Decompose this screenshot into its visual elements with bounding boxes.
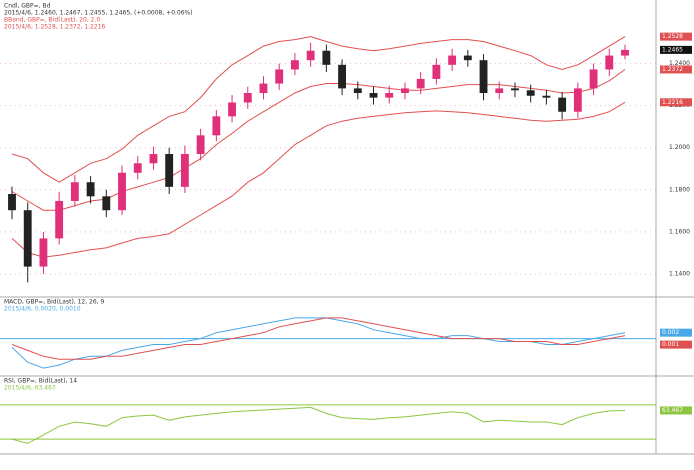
band-line [11,101,626,258]
value-tag-box [660,32,692,41]
value-tag: 63.467 [662,407,683,414]
candle-body [149,154,158,164]
candle-body [432,64,441,79]
candle-body [259,83,268,94]
candle-body [180,154,189,187]
candle-body [23,210,32,267]
y-tick-label: 1.1400 [669,270,690,277]
value-tag-box [660,45,692,54]
candle-body [558,97,567,112]
value-tag-box [660,340,692,349]
y-tick-label: 1.1800 [669,186,690,193]
value-tag: 1.2528 [662,33,683,40]
candle-body [353,88,362,94]
value-tag: 0.002 [662,329,679,336]
candle-body [401,88,409,94]
candle-body [463,55,472,61]
candle-body [526,90,535,96]
candle-body [322,50,331,65]
value-tag: 0.001 [662,341,679,348]
candle-body [573,88,582,112]
candle-body [212,116,221,136]
candle-body [70,182,79,201]
candle-body [448,55,457,65]
candle-body [542,95,551,98]
series-line [11,406,626,444]
value-tag: 1.2372 [662,66,683,73]
candle-body [495,88,504,94]
band-line [11,69,626,211]
series-line [11,317,626,360]
value-tag-box [660,406,692,415]
chart-subtitle: 2015/4/6, 1.2460, 1.2467, 1.2455, 1.2465… [4,10,193,17]
band-line [11,36,626,183]
legend-values: 2015/4/6, 1.2528, 1.2372, 1.2216 [4,24,106,31]
candle-body [165,154,174,187]
candle-body [118,172,126,211]
legend-entry: BBand, GBP=, Bid(Last), 20, 2.0 [4,17,100,24]
candle-body [306,50,315,61]
candle-body [133,163,142,173]
panel-subtitle: 2015/4/6, 63.467 [4,385,56,392]
candle-body [228,102,236,117]
candle-body [416,78,425,89]
panel-title: RSI, GBP=, Bid(Last), 14 [4,378,77,385]
candle-body [605,55,614,70]
candle-body [196,135,205,155]
value-tag-box [660,328,692,337]
candle-body [369,93,378,98]
candle-body [479,60,488,94]
candle-body [338,64,347,89]
candle-body [621,49,629,56]
chart-title: Cndl, GBP=, Bd [4,3,51,10]
value-tag-box [660,98,692,107]
panel-subtitle: 2015/4/6, 0.0020, 0.0010 [4,306,81,313]
candle-body [589,69,598,89]
panel-title: MACD, GBP=, Bid(Last), 12, 26, 9 [4,299,105,306]
value-tag: 1.2465 [662,46,683,53]
value-tag: 1.2216 [662,99,683,106]
value-tag-box [660,65,692,74]
candle-body [243,93,252,103]
candle-body [55,200,64,239]
y-tick-label: 1.1600 [669,228,690,235]
candle-body [8,194,16,211]
y-tick-label: 1.2400 [669,60,690,67]
candle-body [86,182,95,197]
y-tick-label: 1.2000 [669,144,690,151]
candle-body [511,88,519,91]
candle-body [275,69,284,84]
candle-body [385,93,394,98]
candle-body [290,60,299,70]
candle-body [39,238,48,267]
candle-body [102,196,111,211]
